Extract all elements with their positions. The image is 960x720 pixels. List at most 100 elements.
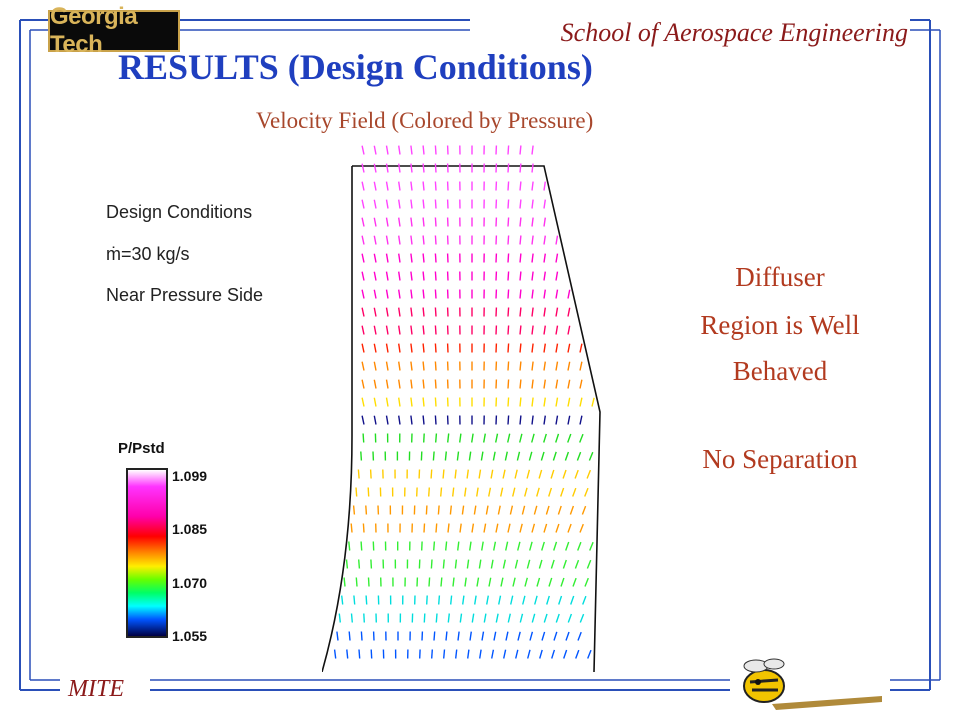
velocity-vector — [543, 613, 548, 623]
velocity-vector — [555, 379, 559, 389]
velocity-vector — [479, 649, 482, 659]
velocity-vector — [531, 145, 534, 155]
velocity-vector — [579, 613, 585, 623]
velocity-vector — [385, 181, 389, 191]
velocity-vector — [434, 415, 437, 425]
velocity-vector — [529, 631, 534, 641]
velocity-vector — [385, 289, 389, 299]
velocity-vector — [522, 595, 526, 605]
velocity-vector — [385, 343, 389, 353]
velocity-vector — [558, 595, 563, 605]
velocity-vector — [510, 595, 514, 605]
velocity-vector — [473, 505, 477, 515]
velocity-vector — [507, 397, 510, 407]
velocity-vector — [567, 397, 571, 407]
velocity-vector — [574, 559, 580, 569]
slide-title: RESULTS (Design Conditions) — [118, 47, 593, 87]
velocity-vector — [336, 631, 339, 641]
slide-subtitle: Velocity Field (Colored by Pressure) — [256, 108, 594, 133]
velocity-vector — [570, 595, 575, 605]
velocity-vector — [533, 505, 538, 515]
velocity-vector — [476, 577, 480, 587]
velocity-vector — [449, 505, 452, 515]
location-label: Near Pressure Side — [106, 285, 264, 305]
velocity-vector — [495, 523, 499, 533]
velocity-vector — [555, 523, 560, 533]
velocity-vector — [434, 343, 437, 353]
velocity-vector — [365, 595, 368, 605]
velocity-vector — [338, 613, 341, 623]
velocity-vector — [422, 325, 425, 335]
velocity-vector — [373, 415, 377, 425]
velocity-vector — [502, 559, 506, 569]
velocity-vector — [507, 289, 510, 299]
velocity-vector — [519, 613, 524, 623]
velocity-vector — [385, 199, 389, 209]
velocity-vector — [422, 343, 425, 353]
velocity-vector — [478, 469, 482, 479]
velocity-vector — [355, 577, 358, 587]
velocity-vector — [410, 145, 413, 155]
velocity-vector — [509, 505, 514, 515]
velocity-vector — [543, 433, 547, 443]
velocity-vector — [519, 217, 522, 227]
velocity-vector — [462, 595, 465, 605]
velocity-vector — [579, 397, 583, 407]
velocity-vector — [398, 343, 401, 353]
velocity-vector — [435, 433, 438, 443]
velocity-vector — [507, 415, 510, 425]
velocity-vector — [543, 523, 548, 533]
velocity-vector — [538, 469, 543, 479]
velocity-vector — [579, 415, 583, 425]
velocity-vector — [385, 307, 389, 317]
velocity-vector — [361, 163, 365, 173]
velocity-vector — [531, 343, 534, 353]
velocity-vector — [577, 631, 582, 641]
velocity-vector — [531, 199, 534, 209]
velocity-vector — [360, 451, 363, 461]
velocity-vector — [538, 559, 543, 569]
velocity-vector — [579, 361, 583, 371]
velocity-vector — [423, 613, 426, 623]
velocity-vector — [524, 577, 528, 587]
velocity-vector — [483, 613, 487, 623]
velocity-vector — [519, 523, 523, 533]
velocity-vector — [512, 577, 516, 587]
velocity-vector — [505, 631, 509, 641]
velocity-vector — [531, 379, 534, 389]
velocity-vector — [352, 505, 356, 515]
velocity-vector — [346, 649, 349, 659]
velocity-vector — [466, 559, 470, 569]
velocity-vector — [507, 199, 510, 209]
velocity-vector — [591, 397, 595, 407]
velocity-vector — [531, 415, 534, 425]
velocity-vector — [519, 415, 522, 425]
velocity-vector — [398, 181, 401, 191]
velocity-vector — [445, 631, 448, 641]
velocity-vector — [517, 631, 521, 641]
velocity-vector — [423, 433, 425, 443]
velocity-vector — [498, 595, 502, 605]
velocity-vector — [504, 451, 508, 461]
velocity-vector — [398, 307, 401, 317]
velocity-vector — [519, 397, 522, 407]
velocity-vector — [398, 145, 401, 155]
velocity-vector — [562, 469, 567, 479]
velocity-vector — [410, 379, 413, 389]
velocity-vector — [385, 379, 389, 389]
velocity-vector — [410, 271, 413, 281]
velocity-vector — [434, 325, 437, 335]
velocity-vector — [361, 307, 365, 317]
velocity-vector — [452, 577, 455, 587]
velocity-vector — [492, 451, 496, 461]
velocity-vector — [422, 217, 425, 227]
velocity-vector — [584, 487, 589, 497]
velocity-vector — [587, 649, 592, 659]
velocity-vector — [507, 145, 510, 155]
velocity-vector — [540, 451, 545, 461]
velocity-vector — [476, 487, 479, 497]
velocity-vector — [579, 379, 583, 389]
velocity-vector — [348, 631, 351, 641]
velocity-vector — [410, 343, 413, 353]
velocity-vector — [519, 343, 522, 353]
